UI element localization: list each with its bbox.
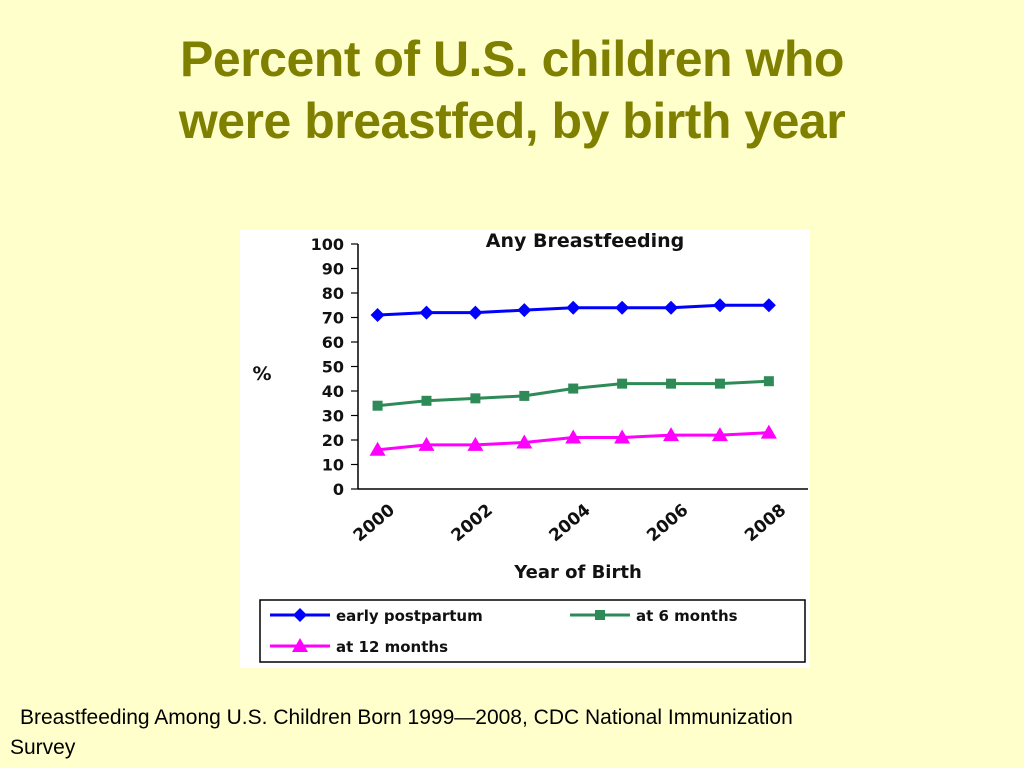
source-caption: Breastfeeding Among U.S. Children Born 1… — [10, 703, 990, 763]
y-tick-label: 90 — [322, 260, 344, 279]
legend-marker — [293, 608, 307, 622]
y-tick-label: 70 — [322, 309, 344, 328]
data-point — [763, 376, 774, 387]
data-point — [516, 434, 533, 449]
data-point — [517, 303, 532, 318]
data-point — [666, 378, 677, 389]
chart-image: Any Breastfeeding % Year of Birth 0 10 20 3… — [240, 230, 810, 668]
legend-box — [259, 599, 806, 663]
x-tick-label: 2006 — [643, 500, 692, 546]
data-point — [663, 427, 680, 442]
data-point — [418, 436, 435, 451]
data-point — [761, 298, 776, 313]
slide-title-line1: Percent of U.S. children who — [180, 31, 844, 87]
series-0 — [370, 298, 776, 323]
y-axis-label: % — [252, 363, 271, 385]
chart-title: Any Breastfeeding — [486, 230, 684, 252]
data-point — [565, 429, 582, 444]
y-tick-label: 10 — [322, 456, 344, 475]
x-axis-label: Year of Birth — [513, 562, 642, 583]
data-point — [370, 308, 385, 323]
x-tick-label: 2004 — [545, 500, 594, 546]
y-tick-label: 50 — [322, 358, 344, 377]
data-point — [468, 305, 483, 320]
data-point — [711, 427, 728, 442]
legend-marker — [292, 638, 308, 652]
data-point — [519, 390, 530, 401]
series-2 — [369, 424, 777, 456]
caption-line2: Survey — [10, 736, 76, 759]
data-point — [568, 383, 579, 394]
data-point — [614, 429, 631, 444]
x-tick-label: 2000 — [350, 500, 399, 546]
data-point — [566, 300, 581, 315]
data-point — [664, 300, 679, 315]
data-point — [467, 436, 484, 451]
data-point — [617, 378, 628, 389]
line-chart: Any Breastfeeding % Year of Birth 0 10 20 3… — [252, 230, 808, 663]
y-tick-label: 100 — [311, 235, 344, 254]
legend-label: at 12 months — [336, 638, 448, 656]
data-point — [419, 305, 434, 320]
slide-title-line2: were breastfed, by birth year — [178, 93, 846, 149]
data-point — [714, 378, 725, 389]
legend-marker — [595, 610, 605, 620]
y-tick-label: 20 — [322, 431, 344, 450]
y-tick-label: 80 — [322, 284, 344, 303]
y-tick-label: 30 — [322, 407, 344, 426]
slide-title: Percent of U.S. children who were breast… — [0, 28, 1024, 152]
data-point — [369, 441, 386, 456]
legend-label: early postpartum — [336, 607, 483, 625]
data-point — [712, 298, 727, 313]
y-tick-label: 40 — [322, 382, 344, 401]
data-point — [760, 424, 777, 439]
y-tick-label: 60 — [322, 333, 344, 352]
data-point — [372, 400, 383, 411]
data-point — [615, 300, 630, 315]
caption-line1: Breastfeeding Among U.S. Children Born 1… — [20, 706, 793, 729]
data-point — [421, 395, 432, 406]
x-tick-label: 2008 — [741, 500, 790, 546]
legend-label: at 6 months — [636, 607, 738, 625]
series-1 — [372, 376, 774, 411]
data-point — [470, 393, 481, 404]
y-tick-label: 0 — [333, 480, 344, 499]
x-tick-label: 2002 — [448, 500, 497, 546]
